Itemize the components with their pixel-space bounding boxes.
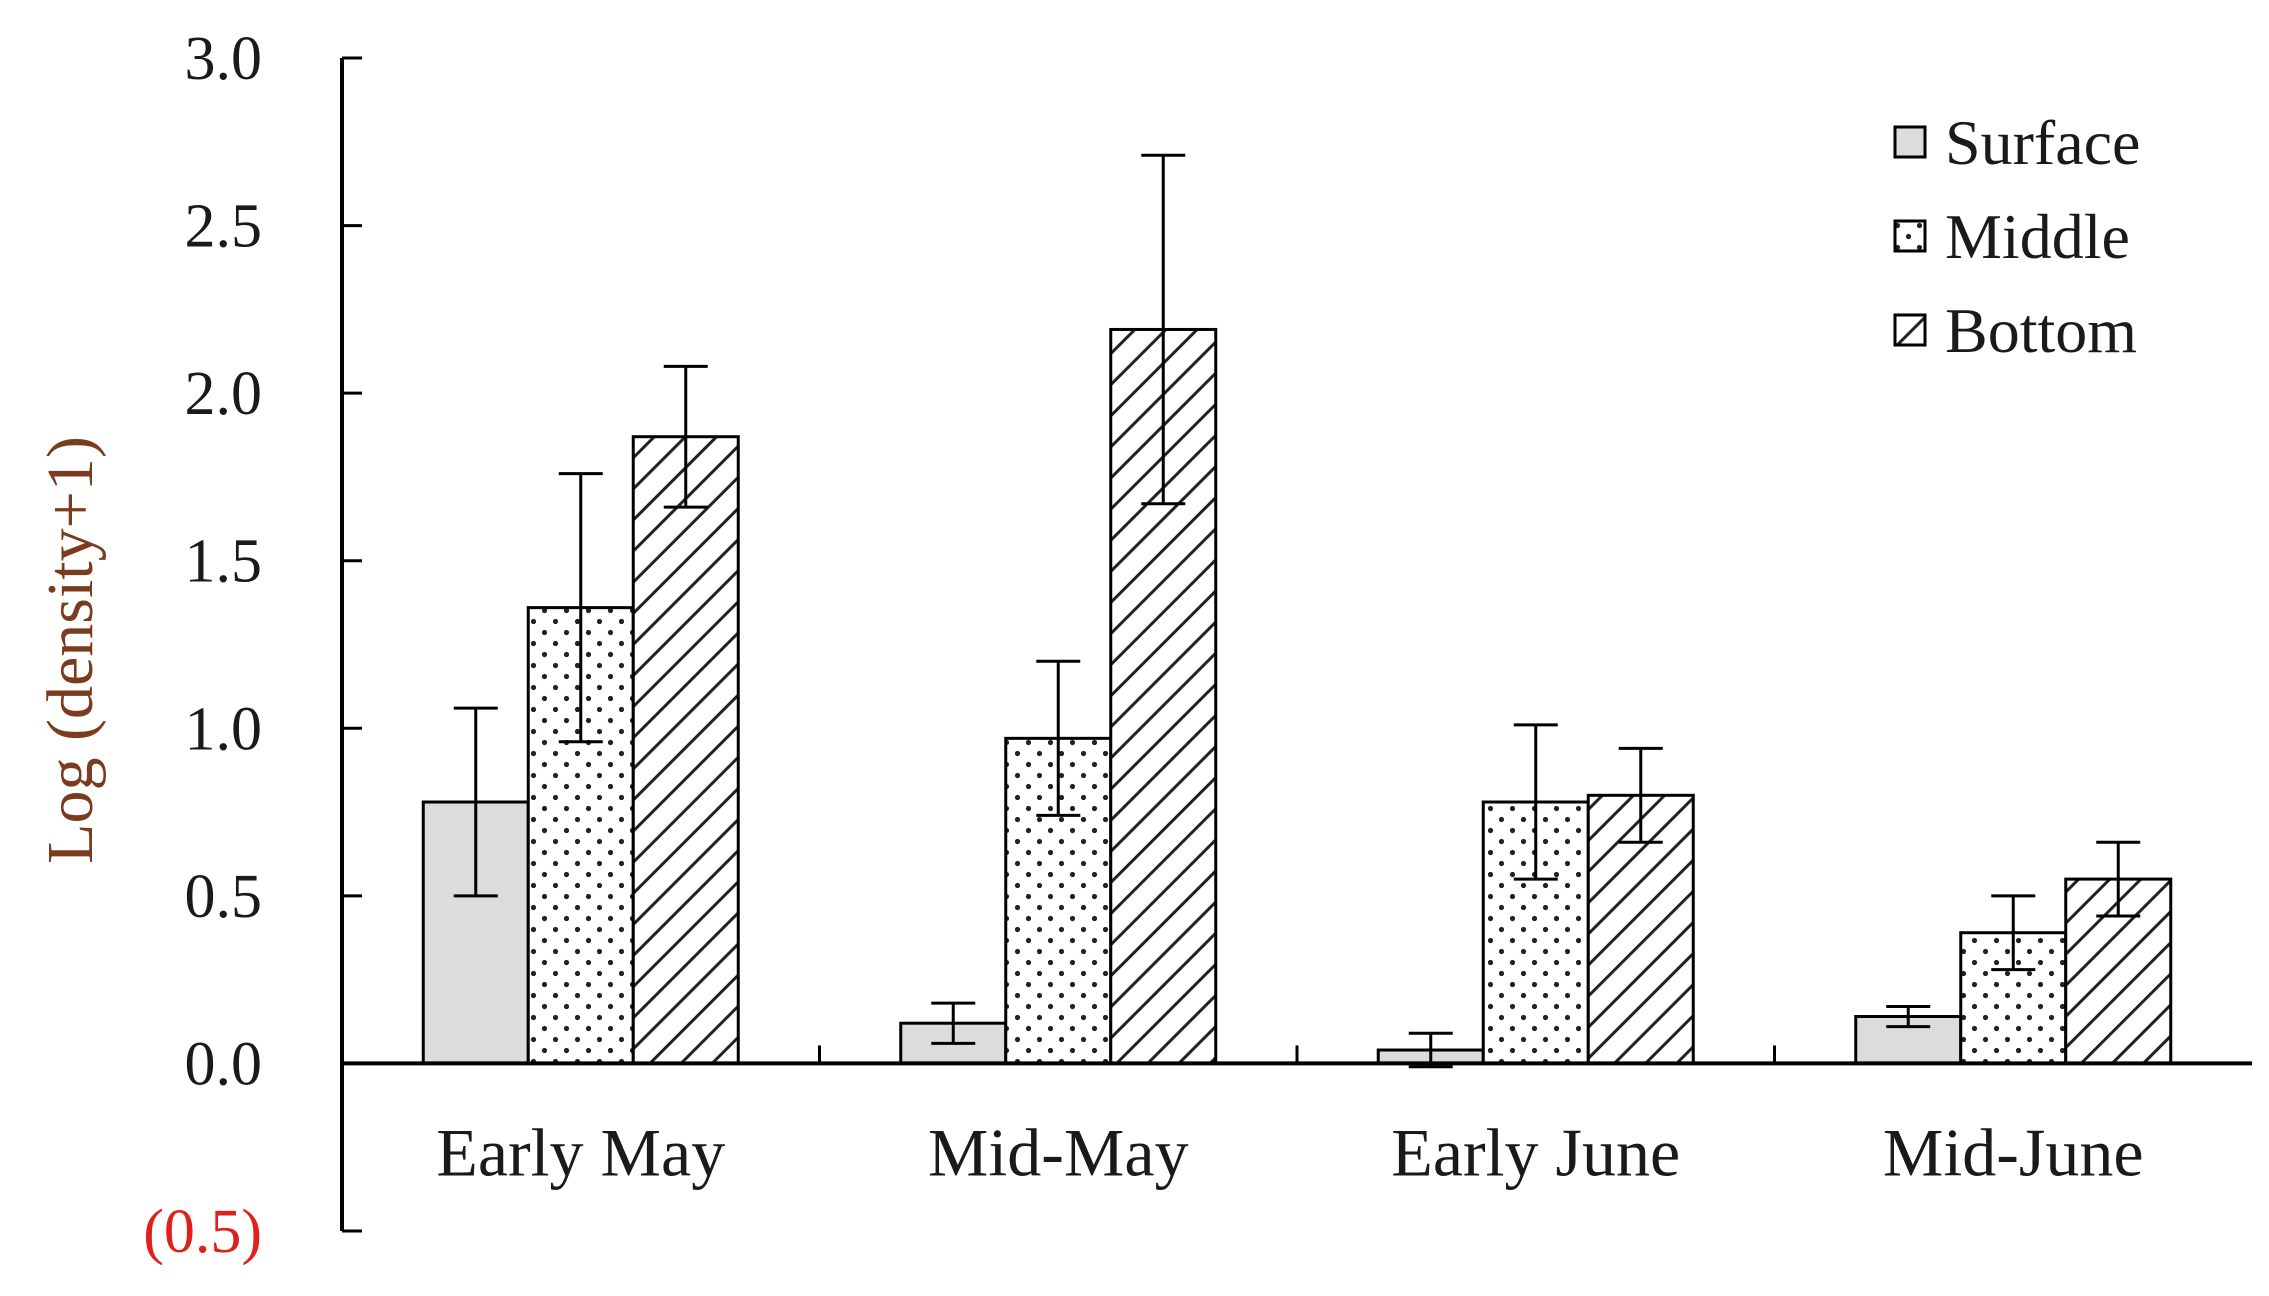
legend-label: Surface: [1945, 107, 2140, 178]
error-bar: [453, 706, 498, 898]
legend: Surface Middle Bottom: [1893, 107, 2140, 366]
y-axis-label: Log (density+1): [34, 436, 107, 864]
x-tick-label: Mid-May: [928, 1114, 1189, 1190]
error-bar: [1513, 723, 1558, 881]
error-bar: [1036, 659, 1081, 817]
y-tick-label: (0.5): [143, 1198, 262, 1266]
x-tick-label: Early May: [436, 1114, 725, 1190]
y-tick-label: 0.5: [185, 863, 263, 931]
y-axis-ticks: 3.0 2.5 2.0 1.5 1.0 0.5 0.0 (0.5): [143, 25, 362, 1266]
error-bar: [2096, 840, 2141, 918]
x-tick-label: Mid-June: [1883, 1114, 2144, 1190]
y-tick-label: 0.0: [185, 1030, 263, 1098]
bars: [421, 153, 2173, 1069]
legend-label: Bottom: [1945, 295, 2137, 366]
legend-item: Surface: [1893, 107, 2140, 178]
y-tick-label: 1.5: [185, 528, 263, 596]
category-labels: Early May Mid-May Early June Mid-June: [436, 1114, 2143, 1190]
y-tick-label: 3.0: [185, 25, 263, 93]
error-bar: [1991, 894, 2036, 972]
legend-swatch: [1893, 313, 1927, 347]
error-bar: [558, 472, 603, 744]
y-tick-label: 1.0: [185, 695, 263, 763]
legend-swatch: [1893, 125, 1927, 159]
legend-item: Bottom: [1893, 295, 2137, 366]
error-bar: [1141, 153, 1186, 506]
bar: [631, 435, 740, 1065]
legend-item: Middle: [1893, 201, 2130, 272]
error-bar: [1618, 746, 1663, 844]
error-bar: [931, 1001, 976, 1045]
error-bar: [663, 364, 708, 509]
error-bar: [1886, 1004, 1931, 1029]
axes: [340, 58, 2252, 1231]
legend-swatch: [1893, 219, 1927, 253]
y-tick-label: 2.5: [185, 193, 263, 261]
y-tick-label: 2.0: [185, 360, 263, 428]
legend-label: Middle: [1945, 201, 2130, 272]
error-bar: [1408, 1031, 1453, 1069]
x-tick-label: Early June: [1391, 1114, 1680, 1190]
